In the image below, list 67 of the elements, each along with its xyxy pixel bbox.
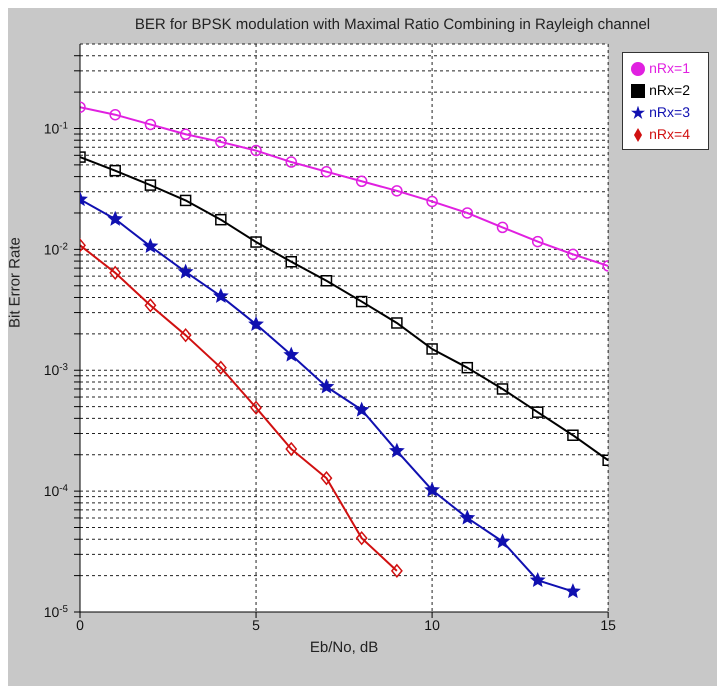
point xyxy=(462,207,474,219)
point xyxy=(424,482,440,496)
x-tick-label: 15 xyxy=(600,616,616,633)
point xyxy=(532,236,544,248)
point xyxy=(566,584,580,598)
point xyxy=(356,296,368,308)
point xyxy=(320,275,332,286)
point xyxy=(178,264,193,278)
point xyxy=(250,236,262,248)
point xyxy=(215,360,227,374)
point xyxy=(180,128,192,140)
x-axis-title: Eb/No, dB xyxy=(310,639,378,656)
point xyxy=(144,298,156,312)
point xyxy=(286,256,298,268)
y-tick-label: 10$^{-4}$ xyxy=(44,482,69,500)
point xyxy=(180,328,192,342)
point xyxy=(215,136,227,148)
point xyxy=(109,108,121,120)
chart-title: BER for BPSK modulation with Maximal Ratio Combining in Rayleigh channel xyxy=(134,16,652,33)
point xyxy=(496,383,508,395)
legend-label: nRx=4 xyxy=(649,126,690,142)
y-axis-title: Bit Error Rate xyxy=(6,237,24,328)
point xyxy=(391,564,403,578)
legend-label: nRx=3 xyxy=(649,104,690,120)
point xyxy=(286,156,298,168)
y-tick-label: 10$^{-1}$ xyxy=(44,120,68,136)
point xyxy=(391,317,403,329)
point xyxy=(144,118,156,130)
point xyxy=(214,288,228,302)
point xyxy=(109,164,121,176)
point xyxy=(426,196,438,208)
point xyxy=(390,443,404,458)
point xyxy=(143,238,158,252)
y-tick-label: 10$^{-3}$ xyxy=(44,362,69,378)
point xyxy=(356,531,368,545)
point xyxy=(284,347,298,362)
point xyxy=(286,442,298,456)
point xyxy=(391,185,403,197)
y-tick-label: 10$^{-5}$ xyxy=(44,604,69,620)
point xyxy=(462,362,474,374)
point xyxy=(320,166,332,178)
x-tick-label: 5 xyxy=(252,616,260,633)
point xyxy=(495,534,510,548)
point xyxy=(567,429,579,441)
point xyxy=(319,379,334,393)
point xyxy=(567,248,579,260)
point xyxy=(215,214,227,226)
point xyxy=(109,266,121,280)
point xyxy=(532,406,544,418)
point xyxy=(530,572,545,586)
point xyxy=(248,316,264,330)
y-tick-label: 10$^{-2}$ xyxy=(44,240,68,258)
x-tick-label: 10 xyxy=(424,616,440,633)
legend-label: nRx=2 xyxy=(649,82,690,98)
point xyxy=(496,222,508,234)
point xyxy=(460,510,474,524)
point xyxy=(426,343,438,355)
x-tick-label: 0 xyxy=(76,616,84,633)
point xyxy=(320,471,332,485)
point xyxy=(180,194,192,206)
point xyxy=(250,400,262,414)
point xyxy=(356,176,368,188)
point xyxy=(354,402,369,416)
point xyxy=(108,212,122,226)
point xyxy=(144,179,156,191)
point xyxy=(250,144,262,156)
legend-label: nRx=1 xyxy=(649,60,690,76)
